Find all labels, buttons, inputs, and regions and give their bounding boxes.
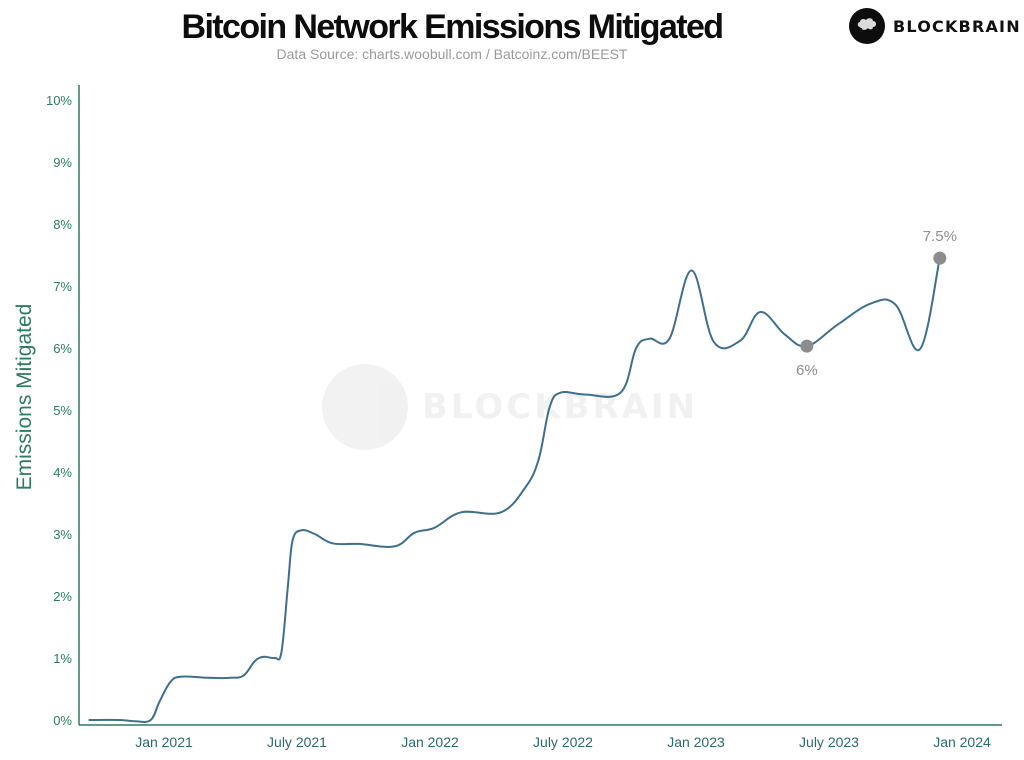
- data-point-marker: [800, 339, 814, 353]
- y-tick-label: 8%: [53, 217, 72, 232]
- data-point-label: 6%: [796, 362, 818, 379]
- x-tick-label: July 2022: [533, 734, 593, 750]
- y-axis-ticks: 0% 1% 2% 3% 4% 5% 6% 7% 8% 9% 10%: [46, 93, 72, 728]
- y-tick-label: 7%: [53, 279, 72, 294]
- x-tick-label: Jan 2021: [135, 734, 193, 750]
- x-tick-label: Jan 2024: [933, 734, 991, 750]
- y-tick-label: 0%: [53, 713, 72, 728]
- x-tick-label: Jan 2022: [401, 734, 459, 750]
- y-tick-label: 3%: [53, 527, 72, 542]
- series-line: [88, 257, 941, 723]
- y-tick-label: 9%: [53, 155, 72, 170]
- chart-title: Bitcoin Network Emissions Mitigated: [181, 8, 725, 46]
- y-tick-label: 1%: [53, 651, 72, 666]
- y-tick-label: 10%: [46, 93, 72, 108]
- data-point-marker: [933, 251, 947, 265]
- brand-logo-group: BLOCKBRAIN: [849, 8, 1021, 44]
- brand-name: BLOCKBRAIN: [893, 16, 1021, 36]
- x-tick-label: Jan 2023: [667, 734, 725, 750]
- y-tick-label: 5%: [53, 403, 72, 418]
- data-point-label: 7.5%: [923, 228, 957, 245]
- y-tick-label: 4%: [53, 465, 72, 480]
- annotations: 6% 7.5%: [796, 228, 957, 379]
- x-tick-label: July 2021: [267, 734, 327, 750]
- y-tick-label: 6%: [53, 341, 72, 356]
- x-axis-ticks: Jan 2021 July 2021 Jan 2022 July 2022 Jan 20…: [135, 734, 991, 750]
- y-tick-label: 2%: [53, 589, 72, 604]
- chart-subtitle: Data Source: charts.woobull.com / Batcoi…: [276, 46, 628, 62]
- brain-icon: [849, 8, 885, 44]
- x-tick-label: July 2023: [799, 734, 859, 750]
